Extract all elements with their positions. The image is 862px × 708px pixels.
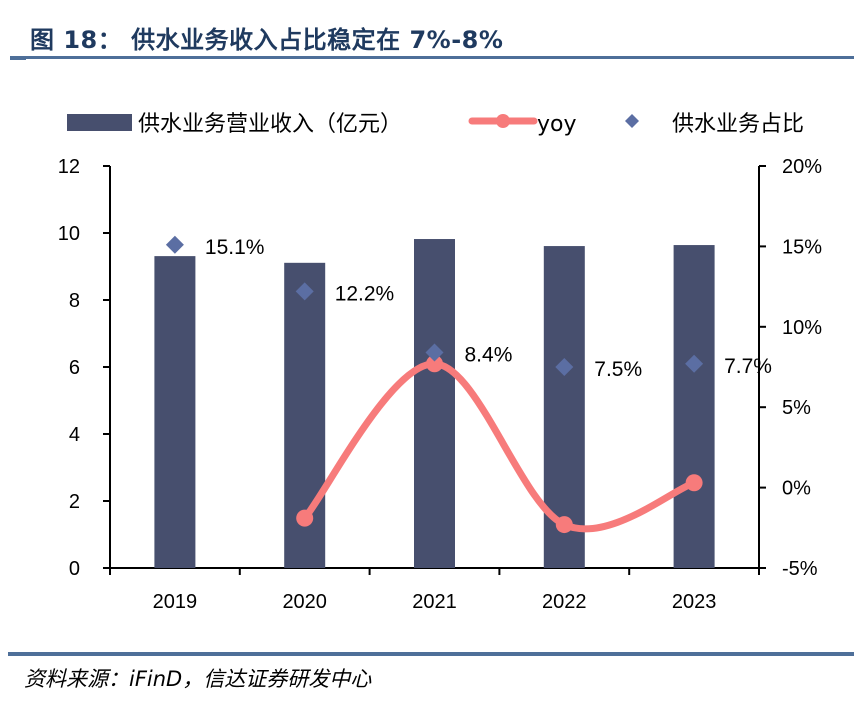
x-axis-ticks: 2019 2020 2021 2022 2023 [109,568,760,613]
share-data-label: 7.5% [594,358,642,381]
left-tick-label: 4 [69,424,80,446]
right-axis-ticks: -5% 0% 5% 10% 15% 20% [759,156,822,580]
legend-swatch-yoy-marker [496,114,510,128]
revenue-bar [154,256,196,568]
share-series: 15.1% 12.2% 8.4% 7.5% 7.7% [165,235,772,381]
share-data-label: 7.7% [724,355,772,378]
x-tick-label: 2019 [153,591,198,613]
revenue-bar [673,245,715,568]
legend-label-share: 供水业务占比 [672,112,804,137]
left-tick-label: 10 [58,223,80,245]
share-diamond [685,354,704,373]
left-tick-label: 8 [69,290,80,312]
share-data-label: 8.4% [465,344,513,367]
title-divider [10,56,854,59]
left-axis-ticks: 0 2 4 6 8 10 12 [58,156,110,580]
legend-label-revenue: 供水业务营业收入（亿元） [138,112,402,137]
yoy-point [426,355,443,373]
x-tick-label: 2020 [282,591,327,613]
title-divider-accent [10,56,26,60]
x-tick-label: 2022 [542,591,587,613]
right-tick-label: 0% [782,478,811,500]
right-tick-label: 20% [782,156,822,178]
yoy-series [296,355,703,534]
x-tick-label: 2023 [672,591,717,613]
legend-swatch-bar [67,114,132,131]
figure-title: 图 18： 供水业务收入占比稳定在 7%-8% [30,26,504,54]
x-tick-label: 2021 [412,591,457,613]
source-note: 资料来源：iFinD，信达证券研发中心 [24,667,372,691]
share-data-label: 12.2% [335,282,395,305]
yoy-point [296,509,314,527]
left-tick-label: 6 [69,357,80,379]
legend-label-yoy: yoy [537,112,577,137]
right-tick-label: -5% [782,558,818,580]
share-data-label: 15.1% [205,236,265,259]
yoy-point [685,474,703,492]
share-diamond [295,282,314,301]
yoy-line [301,360,698,533]
share-diamond [425,343,444,362]
legend: 供水业务营业收入（亿元） yoy 供水业务占比 [67,112,804,137]
right-tick-label: 15% [782,236,822,258]
legend-swatch-share-diamond [625,114,639,128]
left-tick-label: 0 [69,558,80,580]
right-tick-label: 5% [782,397,811,419]
left-tick-label: 12 [58,156,80,178]
share-diamond [165,235,184,254]
right-tick-label: 10% [782,317,822,339]
share-diamond [555,358,574,376]
revenue-bar [414,239,455,568]
left-tick-label: 2 [69,491,80,513]
footer-divider [8,652,854,656]
yoy-point [555,516,573,534]
